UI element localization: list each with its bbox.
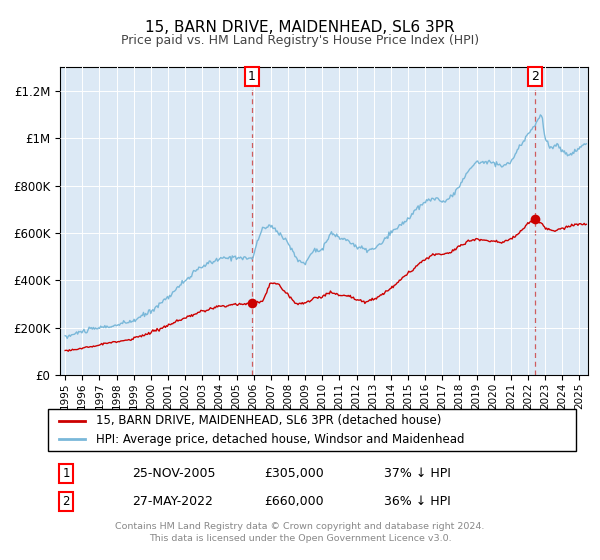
Text: Contains HM Land Registry data © Crown copyright and database right 2024.
This d: Contains HM Land Registry data © Crown c… <box>115 522 485 543</box>
Text: 15, BARN DRIVE, MAIDENHEAD, SL6 3PR: 15, BARN DRIVE, MAIDENHEAD, SL6 3PR <box>145 20 455 35</box>
Text: 1: 1 <box>62 466 70 480</box>
Text: 2: 2 <box>62 494 70 508</box>
Text: 1: 1 <box>248 70 256 83</box>
Text: 15, BARN DRIVE, MAIDENHEAD, SL6 3PR (detached house): 15, BARN DRIVE, MAIDENHEAD, SL6 3PR (det… <box>95 414 441 427</box>
Text: 37% ↓ HPI: 37% ↓ HPI <box>384 466 451 480</box>
Text: £305,000: £305,000 <box>264 466 324 480</box>
Text: HPI: Average price, detached house, Windsor and Maidenhead: HPI: Average price, detached house, Wind… <box>95 432 464 446</box>
Text: 27-MAY-2022: 27-MAY-2022 <box>132 494 213 508</box>
Text: Price paid vs. HM Land Registry's House Price Index (HPI): Price paid vs. HM Land Registry's House … <box>121 34 479 46</box>
Text: 2: 2 <box>531 70 539 83</box>
Text: 25-NOV-2005: 25-NOV-2005 <box>132 466 215 480</box>
Text: £660,000: £660,000 <box>264 494 323 508</box>
Text: 36% ↓ HPI: 36% ↓ HPI <box>384 494 451 508</box>
